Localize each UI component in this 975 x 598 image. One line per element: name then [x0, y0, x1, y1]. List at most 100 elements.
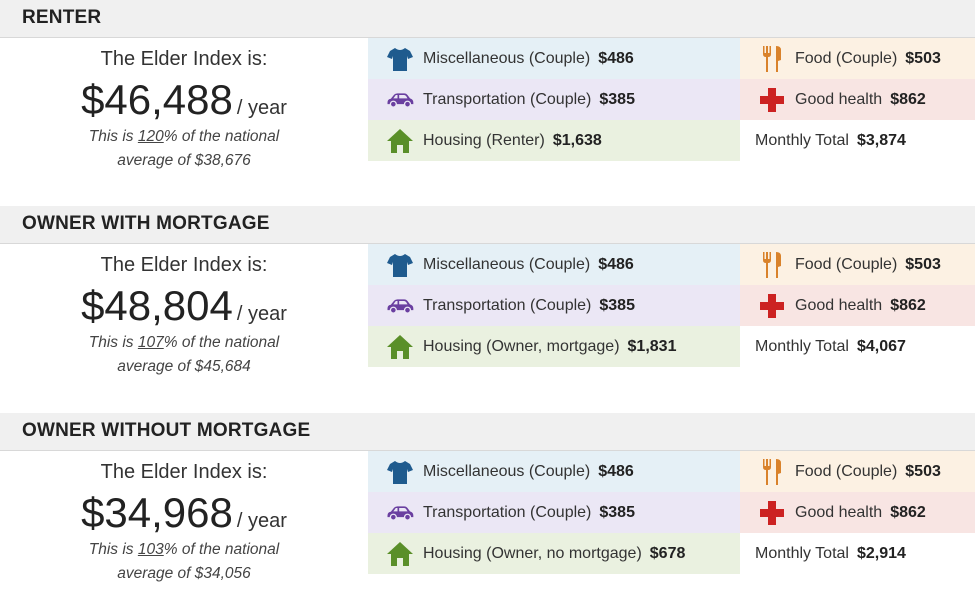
- expense-health: Good health $862: [740, 492, 975, 533]
- monthly-total-value: $4,067: [856, 337, 906, 355]
- expense-transportation: Transportation (Couple) $385: [368, 492, 740, 533]
- note-prefix: This is: [88, 334, 138, 351]
- expense-value: $862: [890, 90, 926, 108]
- house-icon: [385, 539, 415, 569]
- expense-food: Food (Couple) $503: [740, 244, 975, 285]
- expense-label: Miscellaneous (Couple): [423, 49, 591, 67]
- house-icon: [385, 126, 415, 156]
- medical-cross-icon: [757, 291, 787, 321]
- elder-index-lead: The Elder Index is:: [100, 461, 268, 483]
- national-average: average of $38,676: [117, 152, 251, 169]
- expense-value: $385: [599, 90, 635, 108]
- expense-label: Miscellaneous (Couple): [423, 462, 591, 480]
- expense-label: Housing (Owner, no mortgage): [423, 544, 642, 562]
- expense-label: Transportation (Couple): [423, 503, 592, 521]
- expense-label: Miscellaneous (Couple): [423, 255, 591, 273]
- elder-index-amount: $34,968: [81, 489, 233, 536]
- car-icon: [385, 498, 415, 528]
- elder-index-unit: / year: [236, 510, 287, 532]
- elder-index-lead: The Elder Index is:: [100, 48, 268, 70]
- medical-cross-icon: [757, 85, 787, 115]
- expense-value: $503: [905, 49, 941, 67]
- expense-label: Good health: [795, 296, 883, 314]
- fork-knife-icon: [757, 457, 787, 487]
- elder-index-summary: The Elder Index is: $48,804/ year This i…: [0, 244, 368, 402]
- note-middle: % of the national: [163, 334, 280, 351]
- expense-miscellaneous: Miscellaneous (Couple) $486: [368, 38, 740, 79]
- section-title: OWNER WITH MORTGAGE: [22, 213, 270, 234]
- section-owner-with-mortgage: OWNER WITH MORTGAGE The Elder Index is: …: [0, 206, 975, 402]
- national-average: average of $34,056: [117, 565, 251, 582]
- tshirt-icon: [385, 44, 415, 74]
- section-header: RENTER: [0, 0, 975, 38]
- expense-label: Transportation (Couple): [423, 296, 592, 314]
- expense-value: $486: [598, 255, 634, 273]
- elder-index-amount-line: $48,804/ year: [0, 282, 368, 330]
- tshirt-icon: [385, 250, 415, 280]
- expense-value: $862: [890, 296, 926, 314]
- elder-index-unit: / year: [236, 97, 287, 119]
- elder-index-lead: The Elder Index is:: [100, 254, 268, 276]
- monthly-total: Monthly Total $3,874: [740, 120, 975, 161]
- elder-index-amount-line: $46,488/ year: [0, 76, 368, 124]
- national-comparison-note: This is 107% of the national average of $…: [60, 331, 308, 379]
- expense-value: $503: [905, 255, 941, 273]
- expense-value: $862: [890, 503, 926, 521]
- expense-label: Food (Couple): [795, 49, 898, 67]
- expense-transportation: Transportation (Couple) $385: [368, 79, 740, 120]
- percent-of-national: 107: [137, 334, 164, 351]
- expense-label: Good health: [795, 503, 883, 521]
- monthly-total-value: $2,914: [856, 544, 906, 562]
- house-icon: [385, 332, 415, 362]
- note-middle: % of the national: [163, 541, 280, 558]
- monthly-total-label: Monthly Total: [755, 131, 849, 149]
- note-prefix: This is: [88, 128, 138, 145]
- expense-value: $1,831: [627, 337, 677, 355]
- expense-food: Food (Couple) $503: [740, 38, 975, 79]
- monthly-total-value: $3,874: [856, 131, 906, 149]
- expense-value: $486: [598, 462, 634, 480]
- fork-knife-icon: [757, 250, 787, 280]
- elder-index-amount: $46,488: [81, 76, 233, 123]
- expense-transportation: Transportation (Couple) $385: [368, 285, 740, 326]
- expense-label: Food (Couple): [795, 462, 898, 480]
- expense-value: $486: [598, 49, 634, 67]
- expense-value: $385: [599, 503, 635, 521]
- expense-housing: Housing (Renter) $1,638: [368, 120, 740, 161]
- expense-miscellaneous: Miscellaneous (Couple) $486: [368, 244, 740, 285]
- section-renter: RENTER The Elder Index is: $46,488/ year…: [0, 0, 975, 196]
- expense-health: Good health $862: [740, 285, 975, 326]
- percent-of-national: 103: [137, 541, 164, 558]
- expense-value: $678: [649, 544, 686, 562]
- section-owner-without-mortgage: OWNER WITHOUT MORTGAGE The Elder Index i…: [0, 413, 975, 598]
- medical-cross-icon: [757, 498, 787, 528]
- expense-miscellaneous: Miscellaneous (Couple) $486: [368, 451, 740, 492]
- expense-food: Food (Couple) $503: [740, 451, 975, 492]
- expense-label: Housing (Renter): [423, 131, 545, 149]
- national-comparison-note: This is 120% of the national average of $…: [60, 125, 308, 173]
- expense-value: $503: [905, 462, 941, 480]
- section-title: RENTER: [22, 7, 102, 28]
- monthly-total: Monthly Total $2,914: [740, 533, 975, 574]
- section-header: OWNER WITH MORTGAGE: [0, 206, 975, 244]
- monthly-total: Monthly Total $4,067: [740, 326, 975, 367]
- monthly-total-label: Monthly Total: [755, 337, 849, 355]
- note-prefix: This is: [88, 541, 138, 558]
- fork-knife-icon: [757, 44, 787, 74]
- elder-index-amount-line: $34,968/ year: [0, 489, 368, 537]
- expense-housing: Housing (Owner, mortgage) $1,831: [368, 326, 740, 367]
- expense-value: $385: [599, 296, 635, 314]
- expense-label: Transportation (Couple): [423, 90, 592, 108]
- tshirt-icon: [385, 457, 415, 487]
- note-middle: % of the national: [163, 128, 280, 145]
- car-icon: [385, 291, 415, 321]
- expense-housing: Housing (Owner, no mortgage) $678: [368, 533, 740, 574]
- expense-value: $1,638: [552, 131, 602, 149]
- section-header: OWNER WITHOUT MORTGAGE: [0, 413, 975, 451]
- expense-health: Good health $862: [740, 79, 975, 120]
- car-icon: [385, 85, 415, 115]
- elder-index-unit: / year: [236, 303, 287, 325]
- percent-of-national: 120: [137, 128, 164, 145]
- expense-label: Housing (Owner, mortgage): [423, 337, 620, 355]
- national-average: average of $45,684: [117, 358, 251, 375]
